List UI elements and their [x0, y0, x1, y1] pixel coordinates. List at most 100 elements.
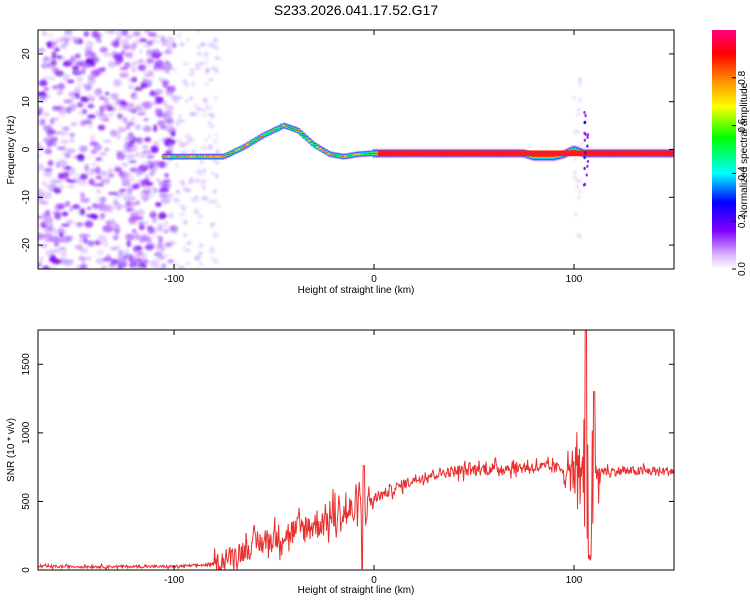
- noise-blob: [43, 236, 50, 240]
- noise-blob: [143, 117, 149, 122]
- noise-blob: [202, 185, 206, 191]
- noise-blob: [101, 265, 107, 269]
- noise-blob: [163, 220, 169, 227]
- noise-blob: [67, 219, 72, 225]
- noise-blob: [198, 243, 204, 249]
- noise-blob: [158, 211, 167, 220]
- noise-blob: [164, 60, 170, 66]
- noise-blob: [39, 256, 44, 264]
- noise-blob: [114, 228, 120, 235]
- noise-blob: [189, 68, 196, 71]
- noise-blob: [153, 252, 163, 257]
- noise-blob: [163, 64, 171, 69]
- noise-blob: [117, 265, 123, 269]
- noise-blob: [182, 78, 188, 85]
- noise-blob: [69, 137, 75, 143]
- x-tick-label: 100: [566, 274, 583, 285]
- noise-blob: [44, 76, 53, 81]
- noise-blob: [187, 180, 195, 184]
- noise-blob: [44, 226, 53, 230]
- colorbar-gradient: [712, 30, 736, 269]
- noise-blob: [214, 173, 219, 179]
- noise-blob: [90, 168, 96, 173]
- noise-blob: [183, 233, 187, 238]
- colorbar-tick-label: 0.6: [737, 118, 748, 132]
- noise-blob: [196, 107, 204, 111]
- noise-blob: [202, 97, 207, 103]
- noise-blob: [100, 204, 111, 212]
- noise-blob: [182, 187, 190, 191]
- noise-blob: [210, 222, 214, 228]
- noise-blob: [60, 43, 67, 49]
- noise-blob: [43, 191, 53, 200]
- noise-blob: [39, 200, 49, 205]
- noise-blob: [58, 258, 68, 265]
- noise-blob: [109, 218, 116, 227]
- noise-blob: [165, 192, 175, 198]
- noise-blob: [62, 73, 71, 82]
- noise-blob: [188, 72, 194, 77]
- noise-blob: [181, 246, 186, 252]
- noise-blob: [202, 168, 207, 174]
- noise-blob: [210, 247, 215, 250]
- noise-blob: [81, 174, 88, 180]
- noise-blob: [45, 209, 51, 215]
- noise-blob: [152, 217, 157, 224]
- noise-blob: [99, 96, 105, 101]
- noise-blob: [140, 153, 146, 159]
- noise-blob: [92, 183, 102, 187]
- noise-blob: [43, 216, 54, 224]
- noise-blob: [96, 39, 103, 43]
- noise-blob: [87, 74, 96, 81]
- noise-blob: [163, 110, 172, 117]
- noise-blob: [107, 167, 115, 174]
- noise-blob: [99, 213, 106, 218]
- noise-blob: [79, 179, 88, 187]
- noise-blob: [138, 49, 143, 54]
- x-tick-label: 100: [566, 575, 583, 586]
- noise-blob: [152, 140, 160, 149]
- noise-blob: [163, 241, 174, 246]
- noise-blob: [172, 230, 179, 235]
- noise-blob: [128, 160, 137, 164]
- noise-blob: [102, 139, 112, 143]
- noise-blob: [150, 89, 155, 96]
- noise-blob: [164, 70, 171, 74]
- noise-blob: [100, 104, 109, 110]
- snr-background: [38, 330, 674, 570]
- noise-blob: [92, 57, 100, 64]
- noise-blob: [93, 143, 102, 152]
- noise-blob: [99, 196, 106, 203]
- noise-blob: [122, 117, 128, 123]
- spike-blob: [583, 131, 586, 135]
- noise-blob: [213, 138, 218, 144]
- noise-blob: [578, 189, 582, 194]
- noise-blob: [154, 59, 164, 68]
- noise-blob: [38, 48, 46, 53]
- noise-blob: [578, 78, 582, 83]
- noise-blob: [156, 256, 166, 260]
- noise-blob: [58, 246, 67, 251]
- noise-blob: [207, 144, 214, 150]
- noise-blob: [74, 53, 81, 59]
- noise-blob: [134, 151, 142, 158]
- noise-blob: [56, 90, 63, 96]
- noise-blob: [204, 69, 210, 75]
- noise-blob: [200, 146, 208, 151]
- colorbar-tick-label: 0.4: [737, 166, 748, 180]
- noise-blob: [121, 162, 129, 168]
- noise-blob: [194, 195, 199, 199]
- noise-blob: [207, 43, 212, 47]
- noise-blob: [81, 257, 86, 266]
- noise-blob: [137, 59, 145, 63]
- noise-blob: [44, 184, 52, 190]
- noise-blob: [81, 68, 86, 75]
- noise-blob: [132, 94, 138, 101]
- noise-blob: [79, 145, 88, 153]
- noise-blob: [74, 244, 83, 250]
- noise-blob: [214, 66, 218, 71]
- noise-blob: [132, 30, 141, 37]
- noise-blob: [157, 235, 164, 240]
- noise-blob: [49, 254, 57, 262]
